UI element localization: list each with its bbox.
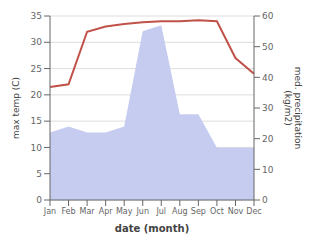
svg-text:40: 40 [262, 73, 274, 83]
svg-text:Jan: Jan [43, 207, 56, 216]
svg-text:35: 35 [31, 11, 42, 21]
svg-text:30: 30 [31, 37, 43, 47]
svg-text:5: 5 [36, 169, 42, 179]
svg-text:Mar: Mar [80, 207, 96, 216]
svg-text:0: 0 [262, 195, 268, 205]
svg-text:Jun: Jun [135, 207, 149, 216]
svg-text:25: 25 [31, 64, 42, 74]
svg-text:date (month): date (month) [115, 223, 189, 234]
svg-text:med. precipitation(kg/m2): med. precipitation(kg/m2) [283, 67, 303, 149]
svg-text:Oct: Oct [210, 207, 224, 216]
svg-text:May: May [116, 207, 133, 216]
svg-text:Jul: Jul [155, 207, 166, 216]
svg-text:Nov: Nov [228, 207, 244, 216]
svg-text:max temp (C): max temp (C) [11, 77, 21, 139]
svg-text:60: 60 [262, 11, 274, 21]
svg-text:20: 20 [262, 134, 274, 144]
svg-text:50: 50 [262, 42, 274, 52]
svg-text:Apr: Apr [99, 207, 114, 216]
svg-text:20: 20 [31, 90, 43, 100]
svg-text:Dec: Dec [246, 207, 261, 216]
svg-text:10: 10 [262, 165, 274, 175]
svg-text:15: 15 [31, 116, 42, 126]
svg-text:Sep: Sep [191, 207, 206, 216]
svg-text:Feb: Feb [61, 207, 75, 216]
svg-text:Aug: Aug [172, 207, 188, 216]
svg-text:0: 0 [36, 195, 42, 205]
svg-text:30: 30 [262, 103, 274, 113]
svg-text:10: 10 [31, 143, 43, 153]
